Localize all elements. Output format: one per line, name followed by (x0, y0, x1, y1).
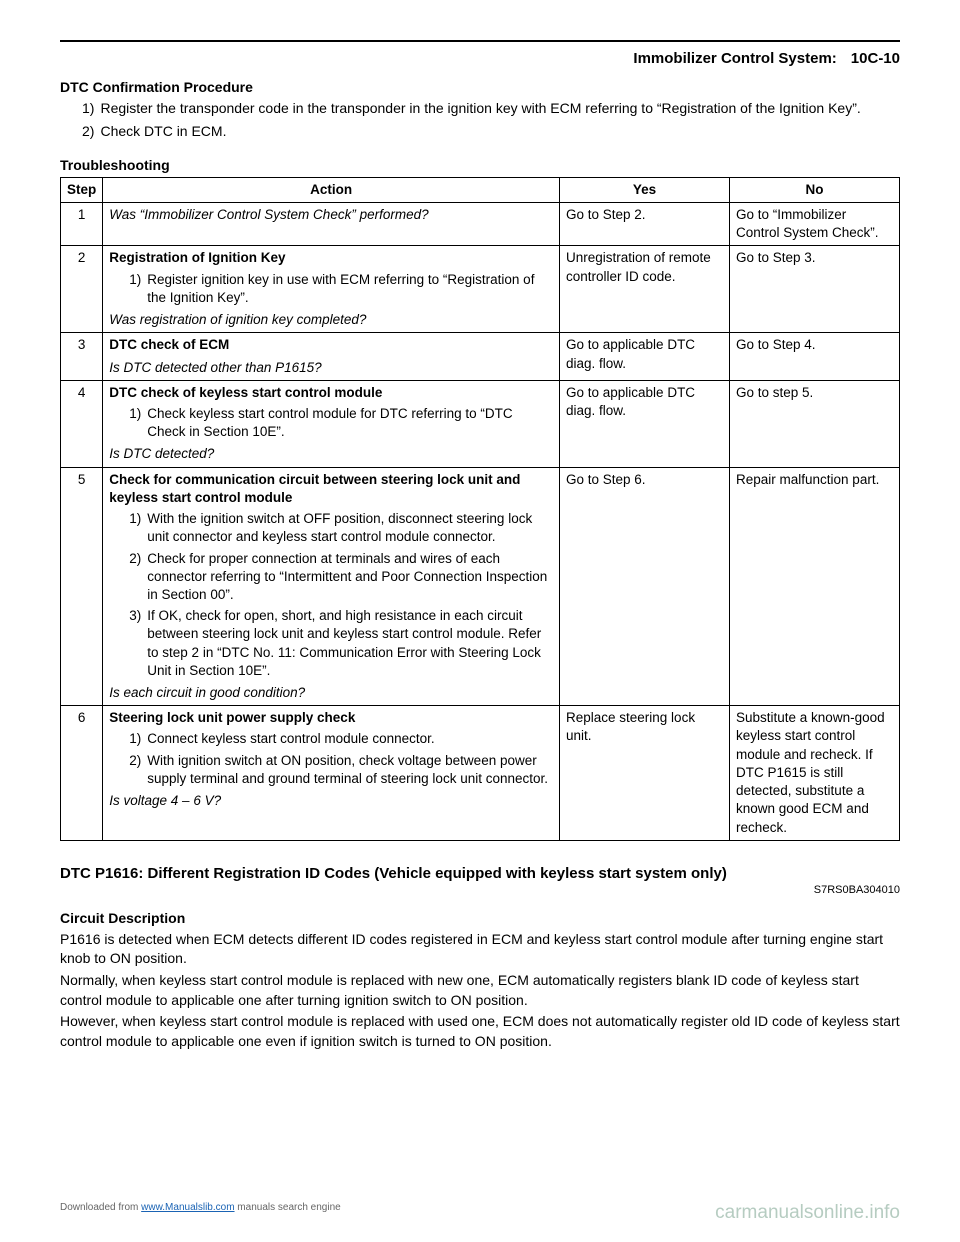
sub-text: With the ignition switch at OFF position… (147, 510, 553, 546)
cell-step: 4 (61, 380, 103, 467)
cell-step: 3 (61, 333, 103, 380)
cell-yes: Unregistration of remote controller ID c… (560, 246, 730, 333)
col-action-header: Action (103, 177, 560, 202)
cell-action: Check for communication circuit between … (103, 467, 560, 706)
cell-step: 1 (61, 203, 103, 246)
circuit-desc-body: P1616 is detected when ECM detects diffe… (60, 930, 900, 1052)
sub-text: If OK, check for open, short, and high r… (147, 607, 553, 680)
cell-no: Repair malfunction part. (730, 467, 900, 706)
list-item: 2) Check DTC in ECM. (82, 122, 900, 141)
action-question: Was registration of ignition key complet… (109, 311, 553, 329)
doc-code: S7RS0BA304010 (60, 884, 900, 896)
table-row: 4 DTC check of keyless start control modu… (61, 380, 900, 467)
paragraph: However, when keyless start control modu… (60, 1012, 900, 1051)
table-row: 2 Registration of Ignition Key 1)Register … (61, 246, 900, 333)
page-header: Immobilizer Control System: 10C-10 (60, 50, 900, 67)
action-title: Registration of Ignition Key (109, 249, 553, 267)
action-sublist: 1) Connect keyless start control module c… (129, 730, 553, 788)
cell-action: DTC check of ECM Is DTC detected other th… (103, 333, 560, 380)
action-title: DTC check of keyless start control modul… (109, 384, 553, 402)
troubleshooting-table: Step Action Yes No 1 Was “Immobilizer Con… (60, 177, 900, 841)
list-text: Register the transponder code in the tra… (100, 99, 900, 118)
sub-text: With ignition switch at ON position, che… (147, 752, 553, 788)
footer-right: carmanualsonline.info (715, 1202, 900, 1224)
action-title: Steering lock unit power supply check (109, 709, 553, 727)
footer-left: Downloaded from www.Manualslib.com manua… (60, 1202, 341, 1224)
cell-step: 2 (61, 246, 103, 333)
cell-step: 5 (61, 467, 103, 706)
sub-num: 1) (129, 405, 141, 441)
cell-no: Go to “Immobilizer Control System Check”… (730, 203, 900, 246)
sub-num: 2) (129, 752, 141, 788)
cell-yes: Go to applicable DTC diag. flow. (560, 380, 730, 467)
sub-item: 1)Check keyless start control module for… (129, 405, 553, 441)
cell-step: 6 (61, 706, 103, 841)
cell-yes: Go to Step 6. (560, 467, 730, 706)
header-page: 10C-10 (851, 50, 900, 67)
cell-no: Go to Step 4. (730, 333, 900, 380)
col-no-header: No (730, 177, 900, 202)
action-question: Is voltage 4 – 6 V? (109, 792, 553, 810)
cell-yes: Go to applicable DTC diag. flow. (560, 333, 730, 380)
action-title: DTC check of ECM (109, 336, 553, 354)
footer-link[interactable]: www.Manualslib.com (141, 1202, 234, 1213)
dtc-p1616-title: DTC P1616: Different Registration ID Cod… (60, 865, 900, 882)
footer-left-prefix: Downloaded from (60, 1202, 141, 1213)
sub-item: 1)Register ignition key in use with ECM … (129, 271, 553, 307)
paragraph: P1616 is detected when ECM detects diffe… (60, 930, 900, 969)
action-sublist: 1)Check keyless start control module for… (129, 405, 553, 441)
action-title: Check for communication circuit between … (109, 471, 553, 507)
col-step-header: Step (61, 177, 103, 202)
header-rule (60, 40, 900, 42)
cell-yes: Go to Step 2. (560, 203, 730, 246)
sub-text: Connect keyless start control module con… (147, 730, 553, 748)
list-text: Check DTC in ECM. (100, 122, 900, 141)
col-yes-header: Yes (560, 177, 730, 202)
cell-action: Was “Immobilizer Control System Check” p… (103, 203, 560, 246)
circuit-desc-heading: Circuit Description (60, 910, 900, 926)
sub-num: 3) (129, 607, 141, 680)
sub-num: 1) (129, 510, 141, 546)
troubleshooting-heading: Troubleshooting (60, 157, 900, 173)
page-footer: Downloaded from www.Manualslib.com manua… (60, 1202, 900, 1224)
action-sublist: 1)Register ignition key in use with ECM … (129, 271, 553, 307)
sub-item: 2)With ignition switch at ON position, c… (129, 752, 553, 788)
sub-item: 1)With the ignition switch at OFF positi… (129, 510, 553, 546)
cell-no: Go to Step 3. (730, 246, 900, 333)
sub-text: Check keyless start control module for D… (147, 405, 553, 441)
table-row: 1 Was “Immobilizer Control System Check” … (61, 203, 900, 246)
dtc-confirm-heading: DTC Confirmation Procedure (60, 79, 900, 95)
list-num: 1) (82, 99, 94, 118)
table-row: 3 DTC check of ECM Is DTC detected other t… (61, 333, 900, 380)
action-question: Is each circuit in good condition? (109, 684, 553, 702)
list-item: 1) Register the transponder code in the t… (82, 99, 900, 118)
action-sublist: 1)With the ignition switch at OFF positi… (129, 510, 553, 680)
cell-no: Substitute a known-good keyless start co… (730, 706, 900, 841)
footer-left-suffix: manuals search engine (235, 1202, 341, 1213)
table-row: 5Check for communication circuit between… (61, 467, 900, 706)
header-title: Immobilizer Control System: (633, 50, 836, 67)
cell-action: DTC check of keyless start control modul… (103, 380, 560, 467)
paragraph: Normally, when keyless start control mod… (60, 971, 900, 1010)
sub-num: 2) (129, 550, 141, 605)
sub-item: 2)Check for proper connection at termina… (129, 550, 553, 605)
action-question: Is DTC detected? (109, 445, 553, 463)
cell-no: Go to step 5. (730, 380, 900, 467)
sub-num: 1) (129, 730, 141, 748)
list-num: 2) (82, 122, 94, 141)
table-row: 6 Steering lock unit power supply check 1)… (61, 706, 900, 841)
action-question: Was “Immobilizer Control System Check” p… (109, 206, 553, 224)
cell-action: Registration of Ignition Key 1)Register i… (103, 246, 560, 333)
sub-num: 1) (129, 271, 141, 307)
dtc-confirm-list: 1) Register the transponder code in the t… (82, 99, 900, 141)
cell-yes: Replace steering lock unit. (560, 706, 730, 841)
dtc-p1616-title-row: DTC P1616: Different Registration ID Cod… (60, 865, 900, 882)
sub-item: 1) Connect keyless start control module c… (129, 730, 553, 748)
sub-text: Check for proper connection at terminals… (147, 550, 553, 605)
action-question: Is DTC detected other than P1615? (109, 359, 553, 377)
sub-text: Register ignition key in use with ECM re… (147, 271, 553, 307)
sub-item: 3)If OK, check for open, short, and high… (129, 607, 553, 680)
cell-action: Steering lock unit power supply check 1) C… (103, 706, 560, 841)
